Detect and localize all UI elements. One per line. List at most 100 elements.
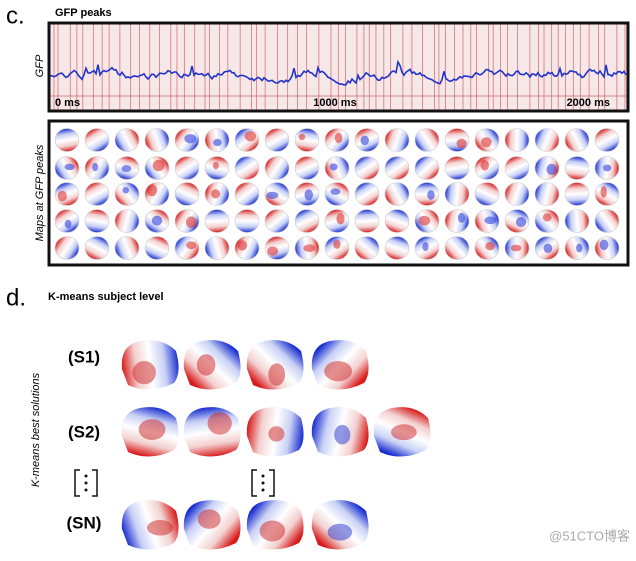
- topo-blob: [546, 163, 557, 175]
- topo-blob: [213, 138, 222, 147]
- topo-blob: [485, 241, 495, 251]
- topo-blob: [92, 162, 99, 172]
- topo-blob: [600, 186, 607, 198]
- topo-map: [594, 182, 620, 206]
- topo-blob: [515, 217, 527, 228]
- topo-blob: [336, 213, 345, 225]
- topo-blob: [602, 164, 612, 172]
- topo-map: [354, 209, 380, 233]
- topo-blob: [267, 246, 279, 256]
- topo-blob: [390, 424, 417, 441]
- row-label: (S1): [68, 347, 100, 366]
- topo-map: [384, 156, 410, 180]
- topo-map: [84, 182, 110, 206]
- topo-map: [354, 182, 380, 206]
- topo-map: [354, 236, 380, 260]
- topo-map: [84, 236, 110, 260]
- topo-blob: [484, 216, 497, 225]
- panel-label: c.: [6, 2, 25, 29]
- topo-blob: [184, 134, 197, 144]
- topo-map: [384, 209, 410, 233]
- topo-map: [174, 156, 200, 180]
- kmeans-maps: [121, 340, 431, 550]
- topo-map: [414, 182, 440, 206]
- topo-blob: [481, 137, 492, 148]
- topo-blob: [57, 190, 67, 202]
- topo-map: [474, 182, 500, 206]
- topo-map: [264, 209, 290, 233]
- y-label: GFP: [34, 54, 46, 77]
- time-label: 1000 ms: [313, 97, 356, 109]
- topo-blob: [298, 133, 306, 141]
- topo-blob: [329, 163, 338, 171]
- topo-map: [264, 128, 290, 152]
- topo-map: [504, 182, 530, 206]
- topo-map: [504, 128, 530, 152]
- topo-map: [54, 236, 80, 260]
- map-grid: [54, 128, 620, 260]
- topo-map: [204, 209, 230, 233]
- topo-map: [564, 156, 590, 180]
- time-label: 0 ms: [55, 97, 80, 109]
- panel-label: d.: [6, 284, 26, 311]
- topo-map: [114, 236, 140, 260]
- topo-map: [594, 128, 620, 152]
- topo-map: [444, 182, 470, 206]
- topo-blob: [480, 159, 489, 171]
- topo-map: [294, 209, 320, 233]
- topo-blob: [121, 165, 132, 172]
- topo-blob: [266, 191, 279, 199]
- topo-map: [384, 128, 410, 152]
- topo-blob: [212, 161, 219, 170]
- topo-map: [564, 182, 590, 206]
- topo-blob: [457, 212, 466, 223]
- y-label: Maps at GFP peaks: [34, 144, 46, 241]
- panel-title: K-means subject level: [48, 291, 164, 303]
- topo-blob: [64, 163, 75, 171]
- topo-map: [534, 128, 560, 152]
- gfp-trace: [50, 59, 627, 86]
- topo-map: [114, 209, 140, 233]
- topo-blob: [152, 159, 165, 172]
- topo-map: [564, 209, 590, 233]
- topo-blob: [576, 243, 583, 253]
- topo-map: [294, 156, 320, 180]
- topo-blob: [64, 219, 72, 229]
- topo-map: [144, 236, 170, 260]
- topo-map: [84, 209, 110, 233]
- topo-map: [594, 209, 620, 233]
- topo-map: [234, 209, 260, 233]
- watermark: @51CTO博客: [549, 528, 630, 543]
- topo-blob: [427, 190, 435, 200]
- topo-map: [114, 182, 140, 206]
- topo-map: [204, 236, 230, 260]
- topo-map: [174, 236, 200, 260]
- topo-blob: [334, 424, 351, 445]
- topo-map: [174, 182, 200, 206]
- topo-map: [354, 156, 380, 180]
- topo-map: [444, 128, 470, 152]
- topo-map: [264, 156, 290, 180]
- topo-blob: [151, 215, 163, 226]
- topo-blob: [360, 135, 369, 146]
- topo-map: [54, 128, 80, 152]
- topo-map: [234, 182, 260, 206]
- topo-blob: [207, 412, 232, 435]
- topo-map: [444, 156, 470, 180]
- topo-blob: [259, 520, 286, 542]
- topo-blob: [244, 131, 257, 142]
- topo-map: [414, 156, 440, 180]
- topo-blob: [147, 520, 174, 536]
- topo-blob: [599, 239, 609, 251]
- topo-blob: [122, 186, 129, 194]
- topo-map: [414, 128, 440, 152]
- topo-blob: [146, 184, 158, 197]
- topo-map: [534, 182, 560, 206]
- ellipsis-dots: [84, 474, 265, 492]
- topo-blob: [418, 215, 431, 226]
- topo-map: [84, 128, 110, 152]
- topo-map: [234, 156, 260, 180]
- topo-blob: [268, 426, 285, 442]
- topo-blob: [211, 189, 221, 199]
- topo-blob: [268, 363, 286, 386]
